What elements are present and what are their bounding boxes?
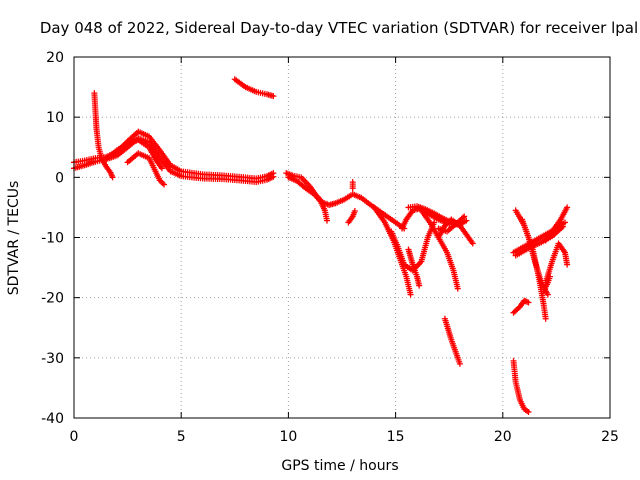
x-tick-label: 20 bbox=[494, 429, 512, 445]
data-point bbox=[456, 360, 463, 367]
data-point bbox=[270, 93, 277, 100]
data-point bbox=[459, 214, 466, 221]
data-point bbox=[159, 180, 166, 187]
data-point bbox=[158, 165, 165, 172]
y-axis-label: SDTVAR / TECUs bbox=[6, 181, 22, 296]
data-point bbox=[544, 291, 551, 298]
y-tick-label: -10 bbox=[41, 231, 64, 247]
data-point bbox=[416, 282, 423, 289]
y-tick-label: -30 bbox=[41, 351, 64, 367]
data-point bbox=[351, 208, 358, 215]
data-point bbox=[323, 217, 330, 224]
y-tick-label: 20 bbox=[46, 50, 64, 66]
x-axis-label: GPS time / hours bbox=[281, 458, 398, 474]
data-point bbox=[461, 213, 468, 220]
data-point bbox=[561, 219, 568, 226]
series-arc-5 bbox=[91, 90, 116, 181]
data-point bbox=[463, 217, 470, 224]
series-arc-20 bbox=[510, 357, 532, 415]
series-arc-26 bbox=[542, 204, 571, 244]
x-tick-label: 10 bbox=[279, 429, 297, 445]
data-point bbox=[542, 315, 549, 322]
x-tick-label: 15 bbox=[387, 429, 405, 445]
data-point bbox=[546, 273, 553, 280]
series-arc-6 bbox=[231, 76, 277, 100]
series-arc-8 bbox=[285, 174, 330, 224]
data-point bbox=[469, 240, 476, 247]
series-arc-3 bbox=[103, 137, 165, 172]
series-arc-23 bbox=[510, 297, 532, 316]
series-arc-10 bbox=[349, 179, 356, 192]
axis-ticks: 0 5 10 15 20 25 -40 -30 -20 -10 0 10 20 bbox=[41, 50, 619, 445]
data-point bbox=[525, 299, 532, 306]
series-arc-19 bbox=[441, 315, 463, 367]
data-point bbox=[559, 223, 566, 230]
series-arc-9 bbox=[345, 208, 358, 226]
data-point bbox=[525, 408, 532, 415]
data-point bbox=[454, 285, 461, 292]
x-tick-label: 0 bbox=[70, 429, 79, 445]
y-tick-label: 10 bbox=[46, 110, 64, 126]
y-tick-label: -40 bbox=[41, 411, 64, 427]
data-point bbox=[270, 173, 277, 180]
data-point bbox=[161, 181, 168, 188]
series-arc-14 bbox=[388, 219, 438, 274]
series-arc-4 bbox=[124, 150, 168, 188]
data-point bbox=[564, 204, 571, 211]
series-arc-7 bbox=[283, 170, 408, 232]
data-series bbox=[71, 76, 571, 415]
series-arc-15 bbox=[405, 246, 423, 289]
series-arc-28 bbox=[540, 273, 553, 295]
x-tick-label: 5 bbox=[177, 429, 186, 445]
data-point bbox=[109, 174, 116, 181]
data-point bbox=[407, 291, 414, 298]
data-point bbox=[349, 185, 356, 192]
data-point bbox=[564, 261, 571, 268]
y-tick-label: -20 bbox=[41, 291, 64, 307]
x-tick-label: 25 bbox=[601, 429, 619, 445]
series-arc-18 bbox=[435, 213, 468, 235]
chart-title: Day 048 of 2022, Sidereal Day-to-day VTE… bbox=[40, 19, 638, 37]
y-tick-label: 0 bbox=[55, 170, 64, 186]
